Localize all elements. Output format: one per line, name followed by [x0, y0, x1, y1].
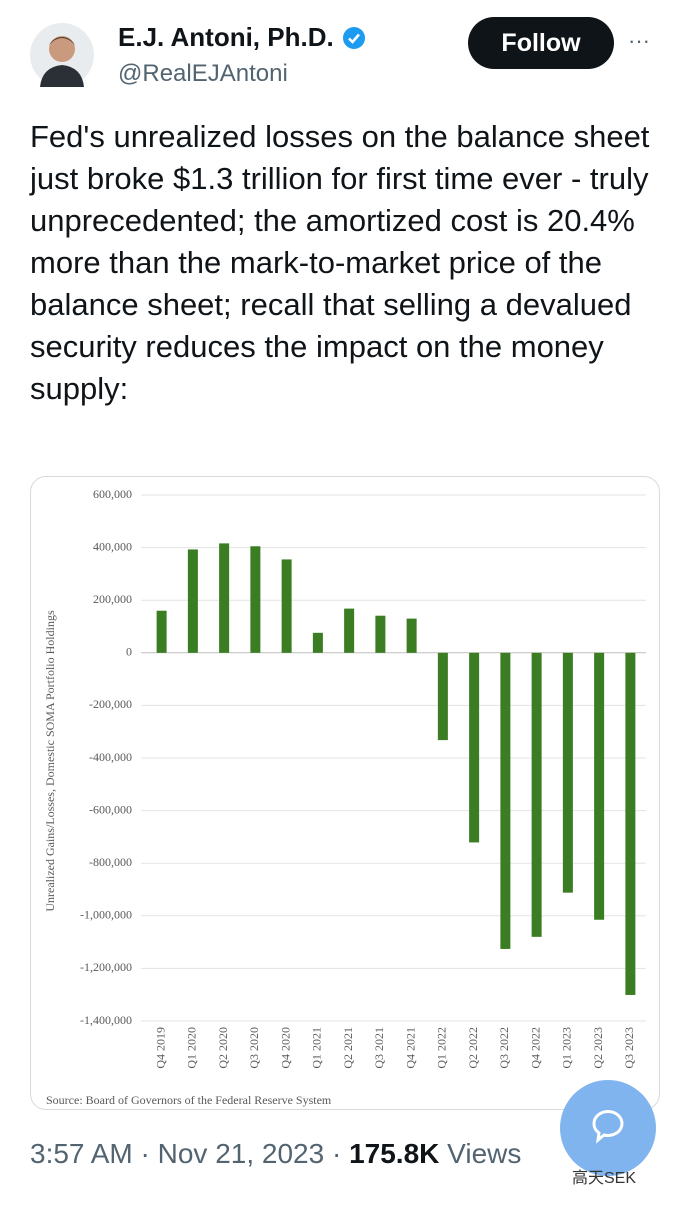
bar — [469, 652, 480, 843]
bar — [156, 610, 167, 653]
x-tick-label: Q4 2022 — [528, 1027, 542, 1069]
x-tick-label: Q1 2023 — [560, 1027, 574, 1069]
y-tick-label: -1,200,000 — [80, 960, 132, 974]
x-tick-label: Q4 2019 — [153, 1027, 167, 1069]
bar — [281, 559, 292, 653]
x-tick-label: Q1 2022 — [435, 1027, 449, 1069]
bar — [531, 652, 542, 937]
y-axis-title: Unrealized Gains/Losses, Domestic SOMA P… — [43, 610, 57, 912]
views-count: 175.8K — [349, 1138, 440, 1169]
bar — [625, 652, 636, 995]
watermark: 高天SEK — [572, 1170, 637, 1187]
bar — [219, 543, 230, 653]
tweet-text: Fed's unrealized losses on the balance s… — [30, 119, 650, 406]
tweet-meta: 3:57 AM · Nov 21, 2023 · 175.8K Views — [30, 1138, 521, 1170]
handle[interactable]: @RealEJAntoni — [118, 60, 288, 87]
x-tick-label: Q3 2021 — [372, 1027, 386, 1069]
y-tick-label: 600,000 — [93, 487, 132, 501]
bar — [375, 615, 386, 653]
x-tick-label: Q3 2023 — [622, 1027, 636, 1069]
y-tick-label: 200,000 — [93, 592, 132, 606]
bar — [250, 546, 261, 653]
x-tick-label: Q4 2020 — [278, 1027, 292, 1069]
x-tick-label: Q2 2022 — [466, 1027, 480, 1069]
source: Source: Board of Governors of the Federa… — [46, 1093, 332, 1107]
x-tick-label: Q2 2023 — [591, 1027, 605, 1069]
bar — [437, 652, 448, 741]
x-tick-label: Q3 2020 — [247, 1027, 261, 1069]
y-tick-label: 400,000 — [93, 539, 132, 553]
time[interactable]: 3:57 AM — [30, 1138, 133, 1169]
bar — [312, 632, 323, 653]
avatar[interactable] — [30, 23, 94, 87]
bar — [500, 652, 511, 949]
bar — [344, 608, 355, 653]
y-tick-label: 0 — [126, 645, 132, 659]
views-label: Views — [447, 1138, 522, 1169]
x-tick-label: Q2 2020 — [216, 1027, 230, 1069]
bar — [187, 549, 198, 653]
date[interactable]: Nov 21, 2023 — [157, 1138, 325, 1169]
verified-badge — [342, 26, 365, 49]
more-button[interactable]: ··· — [628, 28, 650, 53]
x-tick-label: Q4 2021 — [403, 1027, 417, 1069]
bar — [562, 652, 573, 893]
bar — [594, 652, 605, 920]
y-tick-label: -800,000 — [89, 855, 132, 869]
author-name[interactable]: E.J. Antoni, Ph.D. — [118, 22, 366, 53]
separator: · — [140, 1138, 150, 1169]
x-tick-label: Q3 2022 — [497, 1027, 511, 1069]
y-tick-label: -1,400,000 — [80, 1013, 132, 1027]
separator: · — [331, 1138, 342, 1169]
y-tick-label: -200,000 — [89, 697, 132, 711]
y-tick-label: -400,000 — [89, 750, 132, 764]
bar — [406, 618, 417, 653]
chart[interactable]: Unrealized Gains/Losses, Domestic SOMA P… — [30, 476, 660, 1110]
x-tick-label: Q2 2021 — [341, 1027, 355, 1069]
x-tick-label: Q1 2021 — [310, 1027, 324, 1069]
y-tick-label: -1,000,000 — [80, 908, 132, 922]
x-tick-label: Q1 2020 — [185, 1027, 199, 1069]
y-tick-label: -600,000 — [89, 802, 132, 816]
follow-button[interactable]: Follow — [468, 17, 614, 69]
reply-fab[interactable] — [560, 1080, 656, 1176]
author-name-text[interactable]: E.J. Antoni, Ph.D. — [118, 22, 334, 52]
